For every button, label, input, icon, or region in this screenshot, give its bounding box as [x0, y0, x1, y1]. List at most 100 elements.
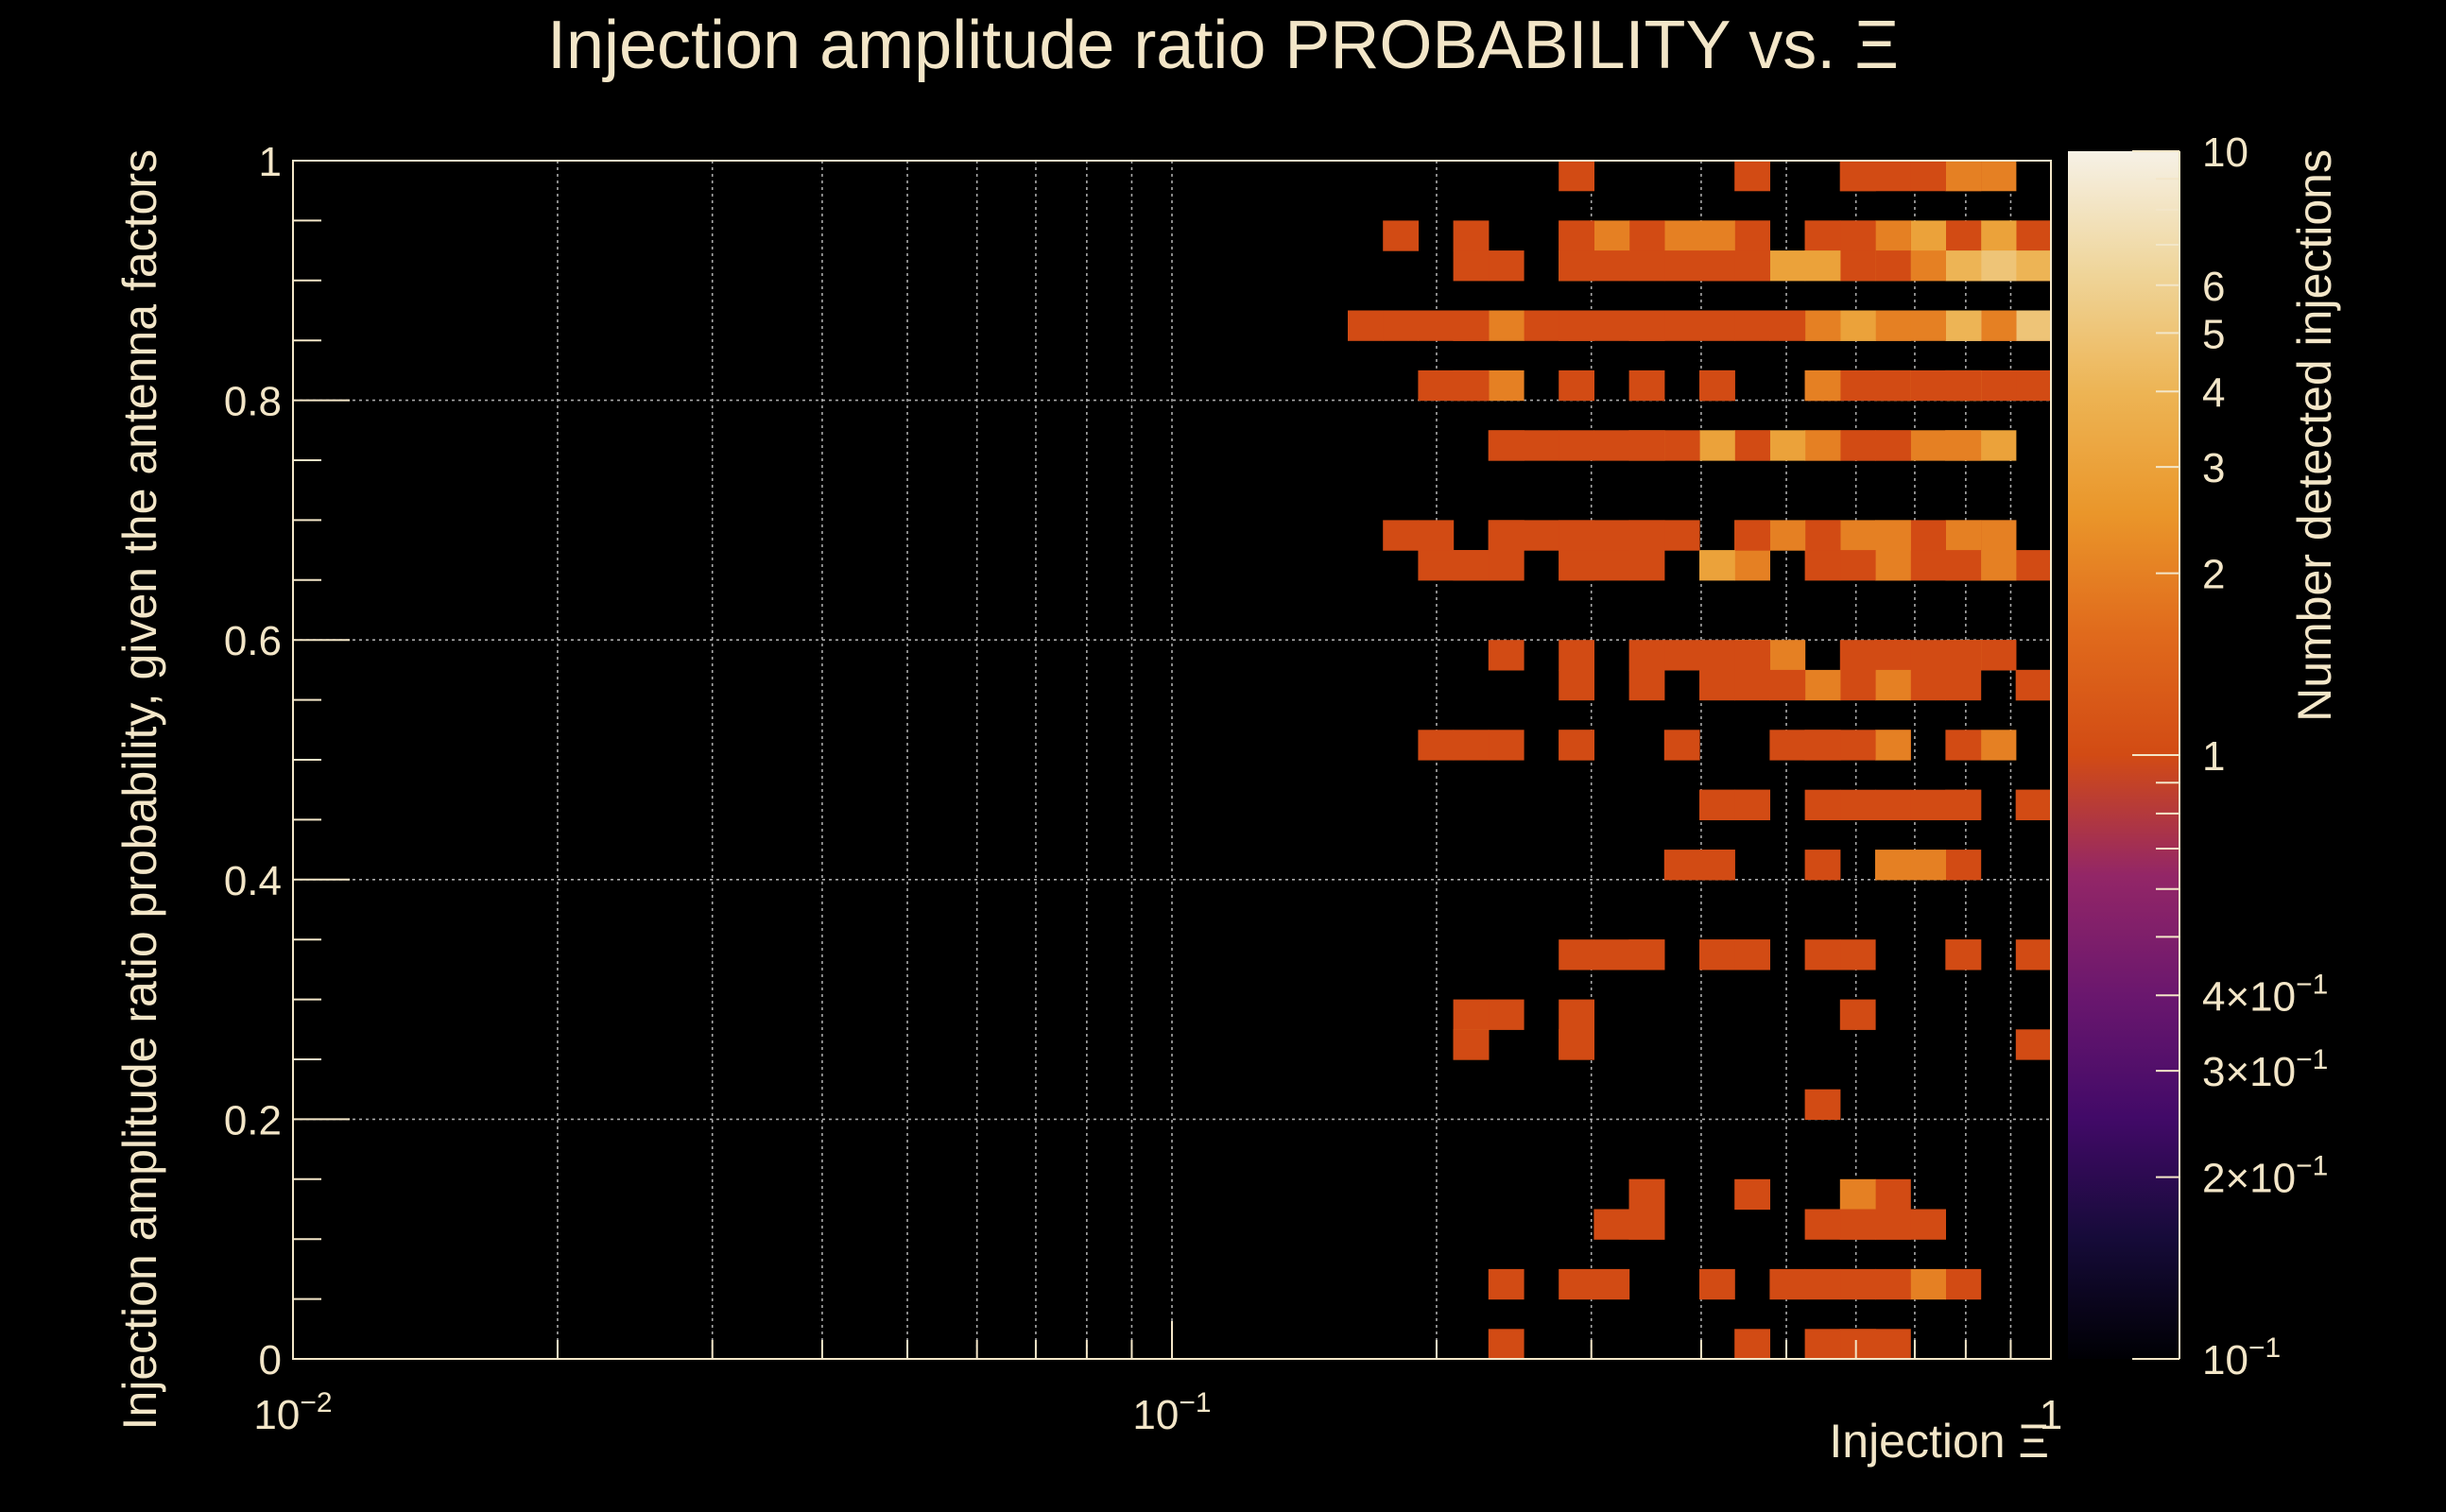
- heatmap-cell: [1945, 250, 1982, 282]
- heatmap-cell: [1559, 430, 1594, 461]
- heatmap-cell: [1980, 730, 2017, 761]
- heatmap-cell: [1839, 520, 1876, 551]
- heatmap-cell: [1804, 220, 1841, 251]
- heatmap-cell: [1699, 220, 1735, 251]
- y-tick-label: 0.8: [224, 379, 282, 425]
- colorbar-tick-label-base: 4: [2202, 369, 2225, 416]
- colorbar-tick-label-exp: −1: [2248, 1332, 2281, 1364]
- heatmap-cell: [1699, 430, 1735, 461]
- x-tick-label: 10−2: [253, 1387, 332, 1438]
- heatmap-cell: [1559, 640, 1594, 671]
- heatmap-cell: [1488, 640, 1524, 671]
- heatmap-cell: [2015, 250, 2052, 282]
- heatmap-cell: [1839, 250, 1876, 282]
- heatmap-cell: [1945, 640, 1982, 671]
- heatmap-cell: [1488, 1329, 1524, 1360]
- heatmap-cell: [1980, 430, 2017, 461]
- colorbar-tick-label: 2×10−1: [2202, 1151, 2328, 1202]
- colorbar-tick-label-base: 1: [2202, 733, 2225, 780]
- heatmap-cell: [1945, 369, 1982, 402]
- heatmap-cell: [1734, 1329, 1770, 1360]
- heatmap-cell: [1593, 310, 1630, 341]
- heatmap-cell: [1734, 161, 1770, 192]
- heatmap-cell: [2015, 550, 2052, 581]
- colorbar-tick-label-base: 3×10: [2202, 1049, 2296, 1095]
- heatmap-cell: [1453, 310, 1490, 341]
- heatmap-cell: [1804, 1089, 1841, 1120]
- heatmap-cell: [1945, 310, 1982, 341]
- heatmap-cell: [1348, 310, 1384, 341]
- heatmap-cell: [1488, 730, 1524, 761]
- heatmap-cell: [1593, 220, 1630, 251]
- heatmap-cell: [1699, 310, 1735, 341]
- heatmap-cell: [1945, 220, 1982, 251]
- heatmap-cell: [1875, 369, 1911, 402]
- heatmap-cell: [1559, 550, 1594, 581]
- heatmap-cell: [1699, 369, 1735, 402]
- heatmap-cell: [1663, 730, 1700, 761]
- heatmap-cell: [1769, 310, 1806, 341]
- heatmap-cell: [1383, 220, 1419, 251]
- colorbar-tick-label-base: 2×10: [2202, 1156, 2296, 1202]
- x-tick-label: 1: [2040, 1392, 2062, 1438]
- heatmap-cell: [1839, 220, 1876, 251]
- heatmap-cell: [1839, 1209, 1876, 1240]
- heatmap-cell: [1875, 789, 1911, 820]
- y-tick-label: 0.6: [224, 618, 282, 664]
- heatmap-cell: [1804, 1209, 1841, 1240]
- heatmap-cell: [1734, 1178, 1770, 1211]
- heatmap-cell: [1769, 1268, 1806, 1300]
- colorbar-ticks: [2132, 150, 2180, 1360]
- heatmap-cell: [1628, 1178, 1665, 1211]
- heatmap-cell: [1699, 669, 1735, 701]
- heatmap-cell: [1453, 250, 1490, 282]
- heatmap-cell: [1488, 999, 1524, 1030]
- heatmap-cell: [1418, 369, 1455, 402]
- heatmap-cell: [1628, 250, 1665, 282]
- heatmap-cell: [1593, 430, 1630, 461]
- heatmap-cell: [1980, 250, 2017, 282]
- heatmap-cells: [1348, 161, 2052, 1360]
- heatmap-cell: [1875, 1329, 1911, 1360]
- y-tick-label: 0.2: [224, 1097, 282, 1143]
- colorbar-tick-label: 1: [2202, 733, 2225, 780]
- heatmap-cell: [1593, 250, 1630, 282]
- x-tick-labels: 10−2 10−1 1: [253, 1387, 2062, 1438]
- x-tick-label-base: 10: [1132, 1392, 1179, 1438]
- y-tick-label: 0: [259, 1337, 282, 1383]
- heatmap-cell: [1875, 1178, 1911, 1211]
- heatmap-cell: [1804, 789, 1841, 820]
- heatmap-cell: [1804, 250, 1841, 282]
- heatmap-cell: [2015, 1029, 2052, 1060]
- heatmap-cell: [1559, 250, 1594, 282]
- colorbar-tick-label-base: 3: [2202, 445, 2225, 491]
- heatmap-cell: [1769, 669, 1806, 701]
- heatmap-cell: [1628, 369, 1665, 402]
- heatmap-cell: [1875, 669, 1911, 701]
- heatmap-cell: [1945, 850, 1982, 881]
- heatmap-cell: [1628, 310, 1665, 341]
- heatmap-cell: [1839, 550, 1876, 581]
- heatmap-cell: [1559, 220, 1594, 251]
- heatmap-cell: [1839, 430, 1876, 461]
- heatmap-cell: [1559, 369, 1594, 402]
- x-tick-label-base: 10: [253, 1392, 300, 1438]
- heatmap-cell: [1875, 1268, 1911, 1300]
- heatmap-cell: [1839, 640, 1876, 671]
- heatmap-cell: [1559, 520, 1594, 551]
- heatmap-cell: [1734, 310, 1770, 341]
- heatmap-cell: [1734, 789, 1770, 820]
- heatmap-cell: [1453, 369, 1490, 402]
- heatmap-cell: [1839, 310, 1876, 341]
- heatmap-cell: [1418, 550, 1455, 581]
- heatmap-cell: [1663, 430, 1700, 461]
- heatmap-cell: [1945, 939, 1982, 971]
- x-tick-label: 10−1: [1132, 1387, 1211, 1438]
- colorbar-tick-label: 10−1: [2202, 1332, 2281, 1383]
- heatmap-cell: [1734, 939, 1770, 971]
- heatmap-cell: [1910, 640, 1946, 671]
- heatmap-cell: [1699, 789, 1735, 820]
- heatmap-cell: [1769, 520, 1806, 551]
- heatmap-cell: [1734, 520, 1770, 551]
